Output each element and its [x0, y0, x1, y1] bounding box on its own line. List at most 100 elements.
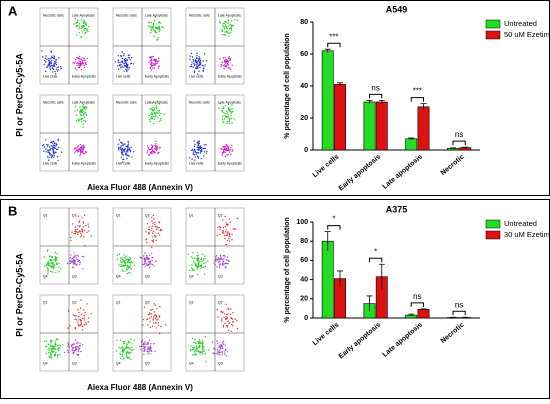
flow-dot [78, 57, 79, 58]
flow-dot [197, 63, 198, 64]
flow-dot [74, 63, 75, 64]
flow-dot [51, 63, 52, 64]
flow-dot [226, 145, 227, 146]
flow-dot [204, 144, 205, 145]
flow-dot [79, 348, 80, 349]
flow-dot [73, 259, 74, 260]
flow-dot [133, 63, 134, 64]
flow-dot [149, 255, 150, 256]
flow-dot [224, 28, 225, 29]
flow-dot [213, 352, 214, 353]
y-tick-label: 80 [300, 238, 308, 245]
flow-dot [85, 225, 86, 226]
flow-dot [193, 261, 194, 262]
flow-dot [148, 314, 149, 315]
flow-dot [225, 266, 226, 267]
flow-dot [192, 354, 193, 355]
flow-dot [131, 343, 132, 344]
flow-dot [53, 64, 54, 65]
flow-dot [154, 108, 155, 109]
flow-dot [191, 66, 192, 67]
flow-dot [160, 22, 161, 23]
flow-dot [159, 147, 160, 148]
flow-dot [76, 231, 77, 232]
flow-dot [157, 39, 158, 40]
flow-dot [54, 155, 55, 156]
flow-dot [55, 340, 56, 341]
flow-dot [223, 326, 224, 327]
flow-dot [225, 349, 226, 350]
flow-dot [80, 233, 81, 234]
flow-dot [196, 354, 197, 355]
flow-dot [85, 32, 86, 33]
flow-dot [152, 65, 153, 66]
flow-dot [126, 70, 127, 71]
flow-dot [147, 145, 148, 146]
flow-dot [198, 71, 199, 72]
flow-dot [148, 259, 149, 260]
flow-dot [158, 112, 159, 113]
flow-dot [45, 151, 46, 152]
flow-dot [56, 264, 57, 265]
flow-dot [126, 343, 127, 344]
significance-bracket [328, 43, 340, 47]
flow-dot [49, 357, 50, 358]
flow-dot [221, 320, 222, 321]
flow-dot [153, 319, 154, 320]
flow-dot [48, 349, 49, 350]
flow-dot [144, 263, 145, 264]
flow-dot [70, 240, 71, 241]
flow-dot [192, 270, 193, 271]
flow-dot [229, 109, 230, 110]
y-tick-label: 100 [296, 219, 308, 226]
flow-dot [76, 257, 77, 258]
bar [322, 51, 333, 150]
flow-dot [225, 59, 226, 60]
flow-dot [190, 346, 191, 347]
flow-dot [60, 66, 61, 67]
flow-dot [84, 324, 85, 325]
flow-dot [77, 63, 78, 64]
flow-dot [229, 121, 230, 122]
flow-dot [126, 259, 127, 260]
flow-dot [53, 348, 54, 349]
flow-dot [153, 152, 154, 153]
flow-dot [130, 59, 131, 60]
flow-dot [222, 34, 223, 35]
flow-dot [77, 259, 78, 260]
flow-dot [222, 352, 223, 353]
flow-dot [228, 330, 229, 331]
legend-label: Untreated [504, 219, 537, 228]
flow-dot [45, 139, 46, 140]
flow-dot [220, 258, 221, 259]
flow-dot [158, 152, 159, 153]
flow-dot [43, 64, 44, 65]
flow-dot [196, 55, 197, 56]
flow-dot [80, 236, 81, 237]
flow-dot [199, 351, 200, 352]
flow-dot [44, 146, 45, 147]
flow-dot [220, 66, 221, 67]
flow-dot [125, 257, 126, 258]
significance-bracket [369, 258, 381, 262]
flow-dot [151, 221, 152, 222]
bar [322, 241, 333, 318]
flow-dot [118, 144, 119, 145]
flow-dot [150, 149, 151, 150]
flow-dot [50, 354, 51, 355]
flow-dot [151, 230, 152, 231]
flow-dot [227, 314, 228, 315]
flow-dot [128, 268, 129, 269]
flow-dot [231, 20, 232, 21]
flow-dot [55, 252, 56, 253]
flow-dot [222, 259, 223, 260]
flow-dot [218, 354, 219, 355]
flow-dot [85, 112, 86, 113]
flow-dot [76, 115, 77, 116]
flow-dot [117, 255, 118, 256]
flow-dot [192, 257, 193, 258]
flow-dot [231, 239, 232, 240]
flow-dot [215, 260, 216, 261]
flow-dot [81, 59, 82, 60]
flow-dot [212, 341, 213, 342]
